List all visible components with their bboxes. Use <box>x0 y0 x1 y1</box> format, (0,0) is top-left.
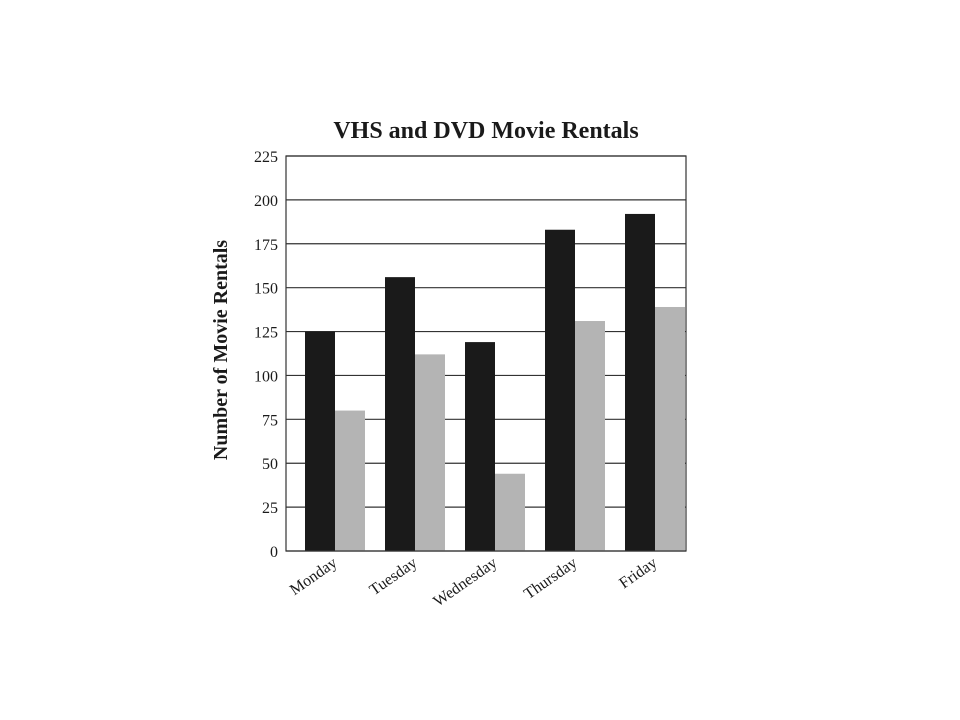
y-tick-label: 150 <box>254 281 278 298</box>
x-tick-label: Wednesday <box>430 554 500 610</box>
y-axis-label: Number of Movie Rentals <box>210 240 232 460</box>
bar-series-1-friday <box>625 213 655 551</box>
y-tick-label: 100 <box>254 368 278 385</box>
bar-series-1-wednesday <box>465 342 495 551</box>
y-tick-label: 50 <box>262 456 278 473</box>
y-tick-label: 75 <box>262 412 278 429</box>
x-tick-label: Tuesday <box>367 554 421 599</box>
chart-title: VHS and DVD Movie Rentals <box>333 118 638 144</box>
y-tick-label: 125 <box>254 325 278 342</box>
y-axis-ticks: 0 25 50 75 100 125 150 175 200 225 <box>254 149 278 561</box>
bar-series-1-monday <box>305 331 335 551</box>
y-tick-label: 25 <box>262 500 278 517</box>
bar-series-2-thursday <box>575 321 605 551</box>
y-tick-label: 0 <box>270 544 278 561</box>
bar-series-1-thursday <box>545 229 575 551</box>
x-axis-ticks: Monday Tuesday Wednesday Thursday Friday <box>287 554 660 610</box>
x-tick-label: Monday <box>287 554 340 599</box>
bar-series-2-wednesday <box>495 473 525 551</box>
bar-series-2-friday <box>655 306 685 551</box>
bar-series-2-tuesday <box>415 354 445 551</box>
bar-series-1-tuesday <box>385 277 415 551</box>
plot-frame <box>285 155 687 552</box>
y-tick-label: 225 <box>254 149 278 166</box>
y-tick-label: 200 <box>254 193 278 210</box>
bars <box>305 213 685 551</box>
bar-series-2-monday <box>335 410 365 551</box>
x-tick-label: Friday <box>616 554 660 592</box>
x-tick-label: Thursday <box>521 554 580 603</box>
y-tick-label: 175 <box>254 237 278 254</box>
